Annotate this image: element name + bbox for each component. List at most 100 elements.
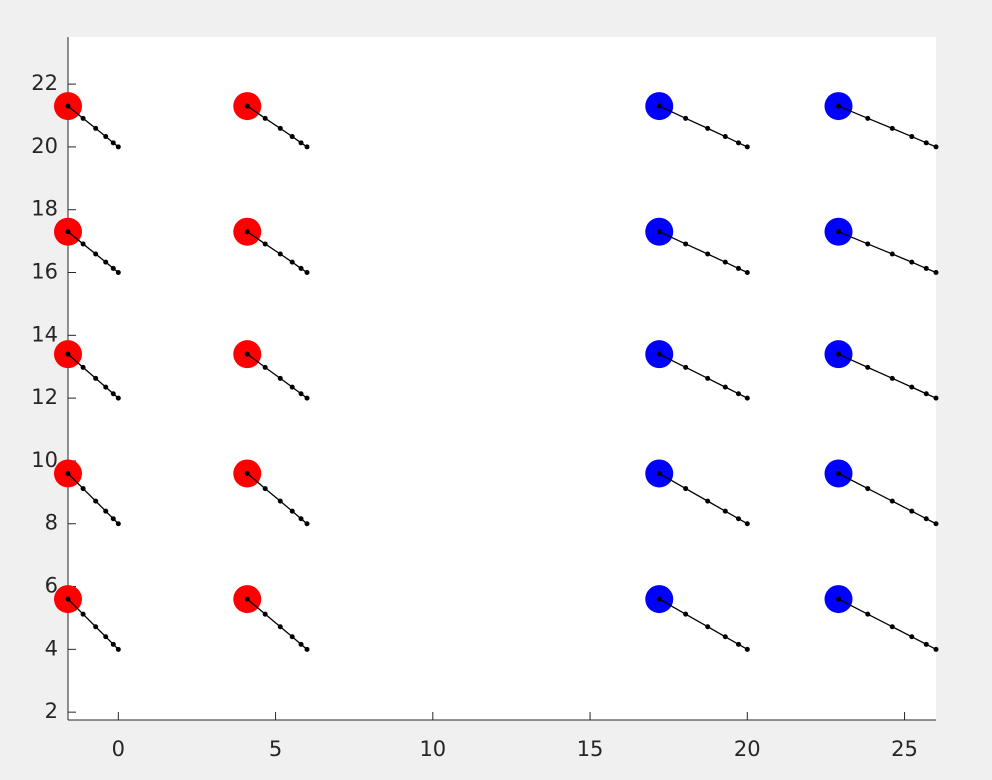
x-tick-label: 25 xyxy=(891,737,918,761)
y-tick-label: 8 xyxy=(45,511,58,535)
trajectory-point xyxy=(933,144,939,150)
trajectory-point xyxy=(889,125,895,131)
trajectory-point xyxy=(683,611,689,617)
trajectory-point xyxy=(93,125,99,131)
trajectory-point xyxy=(65,229,71,235)
trajectory-point xyxy=(103,384,109,390)
y-tick-label: 10 xyxy=(31,448,58,472)
trajectory-point xyxy=(705,498,711,504)
trajectory-point xyxy=(923,391,929,397)
trajectory-point xyxy=(744,521,750,527)
trajectory-point xyxy=(103,134,109,140)
trajectory-point xyxy=(277,498,283,504)
trajectory-point xyxy=(744,646,750,652)
trajectory-point xyxy=(909,384,915,390)
trajectory-point xyxy=(909,259,915,265)
trajectory-point xyxy=(722,134,728,140)
y-tick-label: 2 xyxy=(45,699,58,723)
trajectory-point xyxy=(933,395,939,401)
trajectory-point xyxy=(836,351,842,357)
trajectory-point xyxy=(93,375,99,381)
trajectory-point xyxy=(262,486,268,492)
trajectory-point xyxy=(744,144,750,150)
y-tick-label: 12 xyxy=(31,385,58,409)
trajectory-point xyxy=(244,229,250,235)
trajectory-point xyxy=(909,508,915,514)
trajectory-point xyxy=(933,521,939,527)
trajectory-point xyxy=(889,375,895,381)
y-tick-label: 16 xyxy=(31,260,58,284)
trajectory-point xyxy=(93,498,99,504)
trajectory-point xyxy=(683,486,689,492)
trajectory-point xyxy=(115,395,121,401)
trajectory-point xyxy=(244,103,250,109)
trajectory-point xyxy=(80,486,86,492)
trajectory-point xyxy=(735,516,741,522)
trajectory-point xyxy=(244,351,250,357)
trajectory-point xyxy=(289,384,295,390)
trajectory-point xyxy=(865,611,871,617)
trajectory-point xyxy=(65,103,71,109)
y-tick-label: 22 xyxy=(31,71,58,95)
y-tick-label: 4 xyxy=(45,636,58,660)
trajectory-point xyxy=(304,395,310,401)
trajectory-point xyxy=(298,641,304,647)
trajectory-point xyxy=(656,470,662,476)
trajectory-point xyxy=(722,259,728,265)
x-tick-label: 10 xyxy=(419,737,446,761)
trajectory-point xyxy=(110,516,116,522)
x-tick-label: 20 xyxy=(734,737,761,761)
trajectory-point xyxy=(277,125,283,131)
trajectory-point xyxy=(304,646,310,652)
trajectory-point xyxy=(65,470,71,476)
y-tick-label: 20 xyxy=(31,134,58,158)
trajectory-point xyxy=(289,134,295,140)
trajectory-point xyxy=(836,229,842,235)
trajectory-point xyxy=(735,391,741,397)
trajectory-point xyxy=(304,521,310,527)
trajectory-point xyxy=(289,259,295,265)
trajectory-point xyxy=(103,508,109,514)
trajectory-point xyxy=(289,508,295,514)
trajectory-point xyxy=(889,251,895,257)
trajectory-point xyxy=(298,516,304,522)
trajectory-point xyxy=(65,351,71,357)
x-tick-label: 0 xyxy=(112,737,125,761)
trajectory-point xyxy=(744,395,750,401)
trajectory-point xyxy=(923,265,929,271)
x-tick-label: 5 xyxy=(269,737,282,761)
trajectory-point xyxy=(262,241,268,247)
trajectory-point xyxy=(656,103,662,109)
trajectory-point xyxy=(65,596,71,602)
trajectory-point xyxy=(262,115,268,121)
trajectory-point xyxy=(656,351,662,357)
trajectory-point xyxy=(110,140,116,146)
trajectory-point xyxy=(298,265,304,271)
trajectory-point xyxy=(103,259,109,265)
trajectory-point xyxy=(865,486,871,492)
trajectory-point xyxy=(115,144,121,150)
trajectory-point xyxy=(683,364,689,370)
trajectory-point xyxy=(923,641,929,647)
y-tick-label: 6 xyxy=(45,574,58,598)
trajectory-point xyxy=(735,265,741,271)
trajectory-point xyxy=(735,641,741,647)
trajectory-point xyxy=(110,265,116,271)
trajectory-point xyxy=(115,521,121,527)
trajectory-point xyxy=(103,634,109,640)
trajectory-point xyxy=(889,498,895,504)
trajectory-point xyxy=(244,470,250,476)
trajectory-point xyxy=(744,270,750,276)
trajectory-point xyxy=(115,270,121,276)
y-tick-label: 18 xyxy=(31,197,58,221)
trajectory-point xyxy=(735,140,741,146)
trajectory-point xyxy=(722,508,728,514)
trajectory-point xyxy=(722,634,728,640)
plot-area xyxy=(68,37,936,720)
trajectory-point xyxy=(277,251,283,257)
trajectory-point xyxy=(110,391,116,397)
trajectory-point xyxy=(110,641,116,647)
trajectory-point xyxy=(244,596,250,602)
trajectory-point xyxy=(933,646,939,652)
trajectory-point xyxy=(933,270,939,276)
